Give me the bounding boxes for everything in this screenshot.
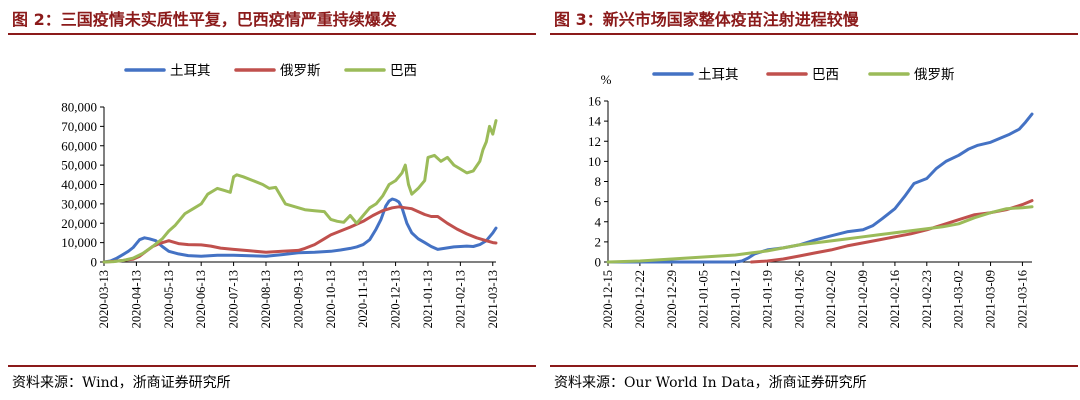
figure-2-title: 图 2：三国疫情未实质性平复，巴西疫情严重持续爆发 [12, 10, 397, 29]
series-line [102, 197, 498, 264]
x-tick-label: 2021-01-12 [729, 270, 743, 328]
series-line [606, 112, 1034, 264]
figure-3-source: 资料来源：Our World In Data，浙商证券研究所 [554, 375, 867, 391]
figure-3-title: 图 3：新兴市场国家整体疫苗注射进程较慢 [554, 10, 859, 29]
y-tick-label: 6 [595, 194, 602, 209]
x-tick-label: 2021-01-19 [760, 270, 774, 328]
x-tick-label: 2020-07-13 [227, 270, 241, 328]
x-tick-label: 2020-06-13 [194, 270, 208, 328]
y-tick-label: 70,000 [61, 119, 97, 134]
x-tick-label: 2021-01-05 [697, 270, 711, 328]
x-tick-label: 2020-12-29 [665, 270, 679, 328]
y-tick-label: 50,000 [61, 158, 97, 173]
y-tick-label: 60,000 [61, 138, 97, 153]
x-tick-label: 2020-10-13 [324, 270, 338, 328]
y-tick-label: 2 [595, 234, 602, 249]
figure-2-bottom-rule [8, 365, 536, 367]
x-tick-label: 2020-12-15 [601, 270, 615, 328]
x-tick-label: 2021-03-13 [486, 270, 500, 328]
series-line [102, 205, 498, 264]
y-tick-label: 10 [588, 154, 601, 169]
x-tick-label: 2021-01-26 [792, 270, 806, 328]
x-tick-label: 2020-12-13 [389, 270, 403, 328]
y-tick-label: 0 [595, 255, 602, 270]
y-tick-label: 14 [588, 114, 602, 129]
y-tick-label: 8 [595, 174, 602, 189]
x-tick-label: 2020-11-13 [356, 270, 370, 328]
legend-label: 俄罗斯 [914, 67, 955, 83]
series-line [102, 119, 498, 264]
figure-2-source: 资料来源：Wind，浙商证券研究所 [12, 375, 231, 391]
x-tick-label: 2020-12-22 [633, 270, 647, 328]
legend-label: 巴西 [812, 67, 839, 83]
legend-label: 土耳其 [698, 67, 739, 83]
x-tick-label: 2020-05-13 [162, 270, 176, 328]
y-tick-label: 80,000 [61, 100, 97, 115]
x-tick-label: 2021-02-16 [888, 270, 902, 328]
figure-3-chart: 0 2 4 6 8 10 12 14 16 2020-12-15 2020-12-22 2020-12… [588, 67, 1034, 328]
x-tick-label: 2021-02-02 [824, 270, 838, 328]
x-tick-label: 2021-03-02 [952, 270, 966, 328]
figure-2-panel: 图 2：三国疫情未实质性平复，巴西疫情严重持续爆发 0 10,000 20,000 3… [8, 0, 536, 400]
x-tick-label: 2021-03-16 [1015, 270, 1029, 328]
figure-3-panel: 图 3：新兴市场国家整体疫苗注射进程较慢 0 2 4 6 8 10 12 14 16 2020-1… [550, 0, 1078, 400]
legend-label: 巴西 [390, 63, 417, 79]
legend-label: 土耳其 [170, 63, 211, 79]
x-tick-label: 2021-02-23 [920, 270, 934, 328]
x-tick-label: 2020-08-13 [259, 270, 273, 328]
figure-2-top-rule [8, 33, 536, 35]
y-tick-label: 40,000 [61, 177, 97, 192]
figure-2-chart: 0 10,000 20,000 30,000 40,000 50,000 60,000 70,… [61, 63, 500, 328]
x-tick-label: 2020-03-13 [97, 270, 111, 328]
y-tick-label: 0 [91, 255, 98, 270]
figure-3-bottom-rule [550, 365, 1078, 367]
x-tick-label: 2021-02-13 [453, 270, 467, 328]
y-tick-label: 10,000 [61, 235, 97, 250]
x-tick-label: 2020-04-13 [129, 270, 143, 328]
y-axis-label: % [601, 72, 612, 87]
x-tick-label: 2021-02-09 [856, 270, 870, 328]
x-tick-label: 2020-09-13 [291, 270, 305, 328]
figure-3-top-rule [550, 33, 1078, 35]
series-line [606, 205, 1034, 264]
x-tick-label: 2021-01-13 [421, 270, 435, 328]
y-tick-label: 16 [588, 94, 602, 109]
x-tick-label: 2021-03-09 [984, 270, 998, 328]
y-tick-label: 30,000 [61, 196, 97, 211]
legend-label: 俄罗斯 [280, 63, 321, 79]
y-tick-label: 4 [595, 214, 602, 229]
y-tick-label: 20,000 [61, 216, 97, 231]
y-tick-label: 12 [588, 134, 601, 149]
